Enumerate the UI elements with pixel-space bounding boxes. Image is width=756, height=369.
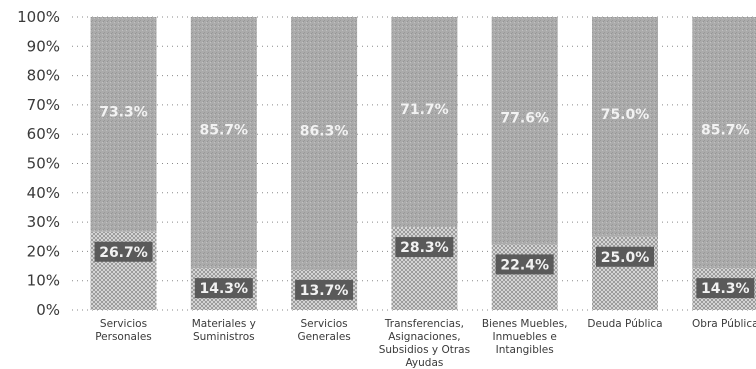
value-label-top: 73.3% bbox=[99, 104, 148, 120]
y-tick-label: 80% bbox=[27, 67, 60, 85]
value-label-top: 71.7% bbox=[400, 102, 449, 118]
bar-segment-top bbox=[291, 17, 358, 270]
value-label-top: 85.7% bbox=[200, 123, 249, 139]
value-label-box bbox=[194, 278, 253, 299]
y-tick-label: 0% bbox=[36, 301, 60, 319]
bar-segment-top bbox=[90, 17, 157, 232]
value-label-box bbox=[295, 279, 354, 300]
value-label-bottom: 14.3% bbox=[200, 281, 249, 297]
value-label-bottom: 22.4% bbox=[500, 257, 549, 273]
y-tick-label: 90% bbox=[27, 37, 60, 55]
y-tick-label: 50% bbox=[27, 155, 60, 173]
value-label-top: 75.0% bbox=[601, 107, 650, 123]
x-category-label: Obra Pública bbox=[692, 318, 756, 330]
value-label-box bbox=[395, 237, 454, 258]
value-label-box bbox=[696, 278, 755, 299]
y-tick-label: 60% bbox=[27, 125, 60, 143]
y-tick-label: 70% bbox=[27, 96, 60, 114]
value-label-box bbox=[596, 246, 654, 267]
bar-segment-top bbox=[391, 17, 458, 228]
y-tick-label: 40% bbox=[27, 184, 60, 202]
value-label-bottom: 25.0% bbox=[601, 250, 650, 266]
value-label-bottom: 28.3% bbox=[400, 240, 449, 256]
bar-segment-top bbox=[692, 17, 756, 269]
bar-segment-bottom bbox=[491, 244, 558, 310]
x-category-label: Servicios Generales bbox=[297, 318, 350, 343]
value-label-top: 77.6% bbox=[500, 111, 549, 127]
y-tick-label: 100% bbox=[17, 8, 60, 26]
x-category-label: Deuda Pública bbox=[587, 318, 662, 330]
bars: 26.7% 73.3% 14.3% 85.7% 13.7% 86.3% 28.3% 71.7%… bbox=[90, 17, 756, 310]
y-tick-label: 30% bbox=[27, 213, 60, 231]
x-category-label: Bienes Muebles, Inmuebles e Intangibles bbox=[482, 318, 568, 356]
value-label-top: 86.3% bbox=[300, 123, 349, 139]
value-label-top: 85.7% bbox=[701, 123, 750, 139]
value-label-bottom: 14.3% bbox=[701, 281, 750, 297]
x-category-label: Transferencias, Asignaciones, Subsidios y … bbox=[379, 318, 470, 369]
value-label-box bbox=[94, 241, 153, 262]
x-category-label: Servicios Personales bbox=[95, 318, 152, 343]
x-axis: Servicios Personales Materiales y Suministr… bbox=[95, 318, 756, 369]
bar-segment-top bbox=[190, 17, 257, 269]
y-axis: 0% 10% 20% 30% 40% 50% 60% 70% 80% 90% 100% bbox=[17, 8, 60, 319]
x-category-label: Materiales y Suministros bbox=[192, 318, 256, 343]
y-tick-label: 10% bbox=[27, 272, 60, 290]
bar-segment-top bbox=[491, 17, 558, 245]
bar-segment-top bbox=[592, 17, 658, 237]
value-label-bottom: 26.7% bbox=[99, 245, 148, 261]
y-tick-label: 20% bbox=[27, 242, 60, 260]
value-label-box bbox=[495, 254, 554, 275]
value-label-bottom: 13.7% bbox=[300, 283, 349, 299]
